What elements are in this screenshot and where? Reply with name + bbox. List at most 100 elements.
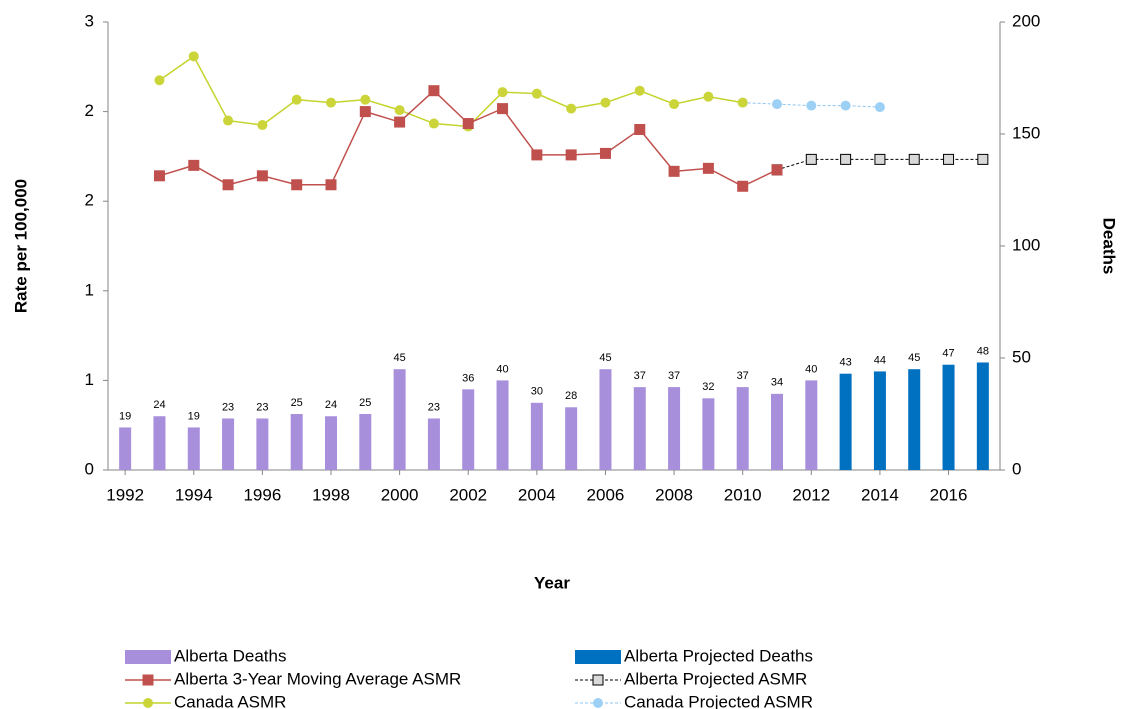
- marker: [737, 180, 749, 192]
- marker: [737, 97, 748, 108]
- marker: [908, 153, 920, 165]
- bar: [427, 418, 440, 470]
- bar: [873, 371, 886, 470]
- data-label: 34: [771, 377, 783, 389]
- bar: [942, 364, 955, 470]
- y-tick-label: 2: [85, 101, 94, 120]
- bar: [805, 380, 818, 470]
- data-label: 24: [153, 399, 165, 411]
- marker: [497, 103, 509, 115]
- x-tick-label: 2014: [861, 485, 899, 504]
- legend-label: Alberta Projected Deaths: [624, 646, 813, 665]
- bar: [393, 369, 406, 470]
- legend-marker: [143, 698, 153, 708]
- bar: [496, 380, 509, 470]
- marker: [394, 116, 406, 128]
- legend-marker: [592, 674, 604, 686]
- data-label: 24: [325, 399, 337, 411]
- data-label: 37: [668, 370, 680, 382]
- bar: [976, 362, 989, 470]
- marker: [257, 120, 268, 131]
- marker: [977, 153, 989, 165]
- marker: [326, 97, 336, 108]
- data-label: 43: [839, 357, 851, 369]
- bar: [325, 416, 337, 470]
- marker: [702, 162, 714, 174]
- line: [159, 55, 743, 128]
- legend-marker: [593, 698, 603, 708]
- marker: [428, 118, 439, 129]
- marker: [874, 153, 886, 165]
- data-label: 44: [874, 354, 886, 366]
- marker: [462, 118, 474, 130]
- data-label: 37: [634, 370, 646, 382]
- bar: [736, 387, 749, 470]
- bar: [565, 407, 578, 470]
- bar: [222, 418, 235, 470]
- data-label: 45: [908, 352, 920, 364]
- data-label: 19: [119, 410, 131, 422]
- legend-marker: [142, 674, 154, 686]
- marker: [188, 51, 199, 62]
- marker: [943, 153, 955, 165]
- legend-swatch: [125, 650, 171, 664]
- marker: [874, 102, 885, 113]
- marker: [668, 165, 680, 177]
- marker: [222, 179, 234, 191]
- bar: [599, 369, 612, 470]
- bar: [187, 427, 200, 470]
- legend-swatch: [575, 650, 621, 664]
- marker: [806, 100, 817, 111]
- x-tick-label: 2016: [930, 485, 968, 504]
- marker: [291, 179, 303, 191]
- marker: [669, 99, 680, 110]
- x-tick-label: 2002: [449, 485, 487, 504]
- marker: [600, 97, 611, 108]
- marker: [771, 164, 783, 176]
- data-label: 45: [599, 352, 611, 364]
- x-axis-title: Year: [534, 573, 570, 592]
- marker: [428, 85, 440, 97]
- y-tick-label: 1: [85, 370, 94, 389]
- marker: [565, 149, 577, 161]
- marker: [840, 100, 851, 111]
- x-tick-label: 2004: [518, 485, 556, 504]
- data-label: 25: [359, 397, 371, 409]
- y2-tick-label: 0: [1012, 459, 1021, 478]
- y-axis-title: Rate per 100,000: [11, 179, 30, 313]
- bar: [839, 373, 852, 470]
- data-label: 40: [805, 363, 817, 375]
- marker: [772, 99, 782, 110]
- y-tick-label: 3: [85, 11, 94, 30]
- x-tick-label: 1994: [175, 485, 213, 504]
- marker: [703, 91, 714, 102]
- x-tick-label: 2012: [792, 485, 830, 504]
- legend-label: Alberta Projected ASMR: [624, 669, 807, 688]
- marker: [566, 103, 577, 114]
- data-label: 32: [702, 381, 714, 393]
- marker: [634, 124, 646, 136]
- bar: [256, 418, 269, 470]
- data-label: 47: [942, 348, 954, 360]
- legend-label: Alberta 3-Year Moving Average ASMR: [174, 669, 461, 688]
- x-tick-label: 2008: [655, 485, 693, 504]
- marker: [531, 88, 542, 99]
- bar: [530, 402, 543, 470]
- y-tick-label: 1: [85, 280, 94, 299]
- bar: [633, 387, 646, 470]
- y2-axis-title: Deaths: [1100, 218, 1119, 275]
- x-tick-label: 2000: [381, 485, 419, 504]
- line: [742, 102, 880, 108]
- marker: [223, 115, 234, 126]
- legend-label: Canada ASMR: [174, 692, 286, 709]
- bar: [668, 387, 681, 470]
- x-tick-label: 2006: [587, 485, 625, 504]
- y2-tick-label: 100: [1012, 235, 1040, 254]
- bar: [462, 389, 475, 470]
- bar: [153, 416, 166, 470]
- bar: [771, 393, 783, 470]
- marker: [154, 75, 165, 86]
- data-label: 25: [291, 397, 303, 409]
- marker: [325, 179, 337, 191]
